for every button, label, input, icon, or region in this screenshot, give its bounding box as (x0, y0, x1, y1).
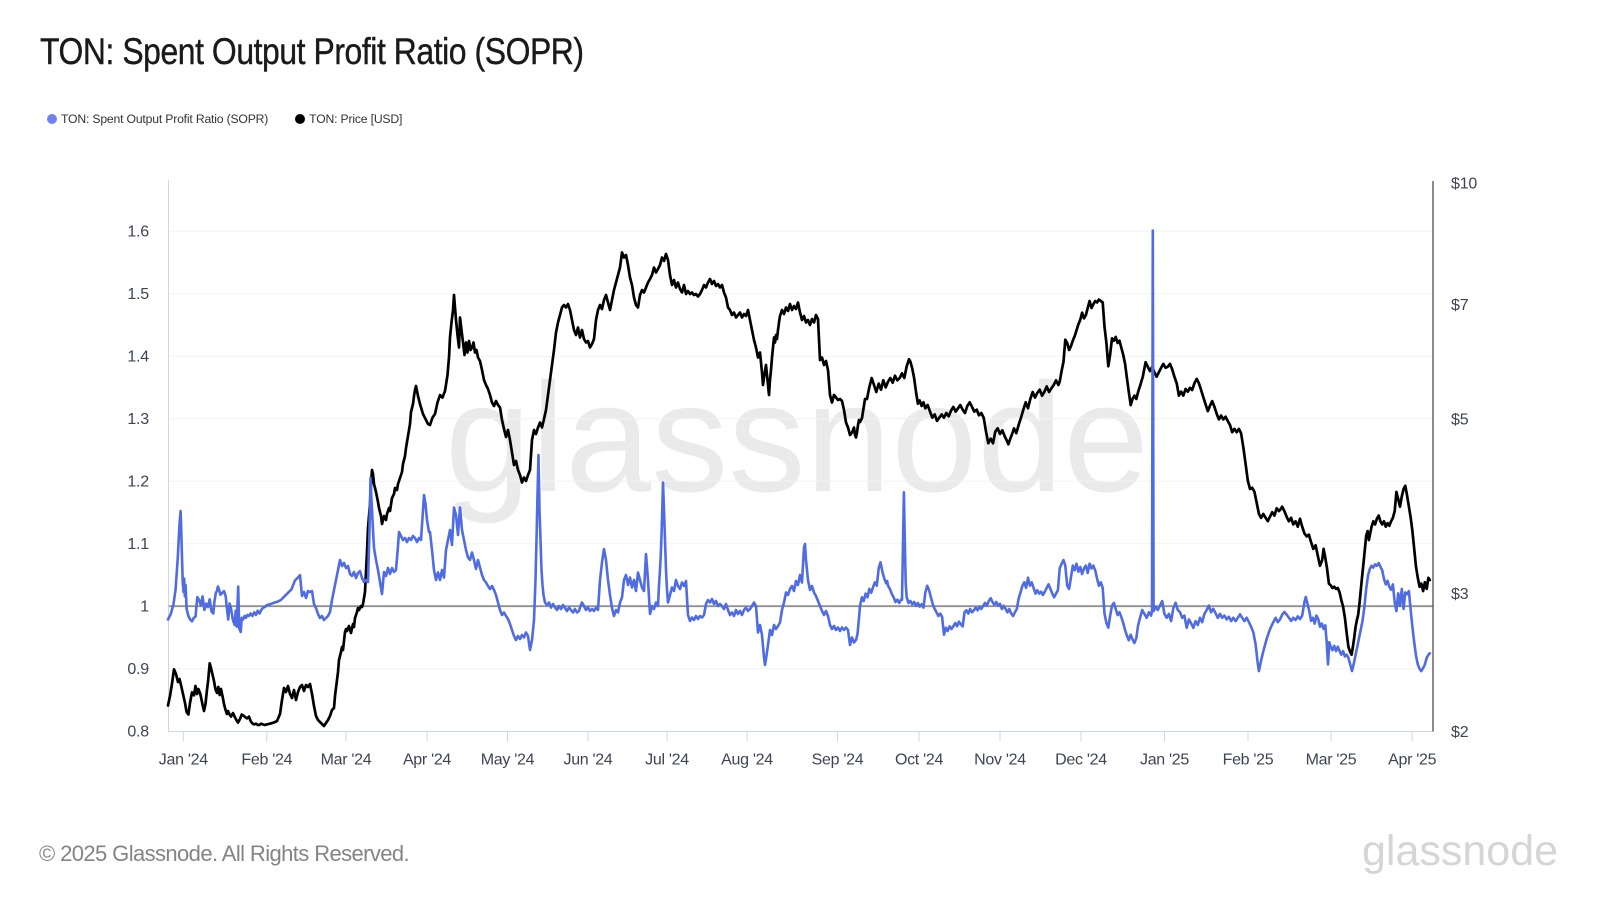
svg-text:$5: $5 (1451, 412, 1469, 429)
svg-text:Sep '24: Sep '24 (812, 752, 864, 769)
svg-text:1.5: 1.5 (127, 286, 149, 303)
svg-text:Dec '24: Dec '24 (1055, 752, 1107, 769)
svg-text:Feb '24: Feb '24 (241, 752, 292, 769)
svg-text:$10: $10 (1451, 176, 1477, 193)
svg-text:1.4: 1.4 (127, 349, 149, 366)
svg-text:1.3: 1.3 (127, 411, 149, 428)
svg-text:Jul '24: Jul '24 (645, 752, 689, 769)
svg-text:Aug '24: Aug '24 (721, 752, 773, 769)
svg-text:Apr '24: Apr '24 (403, 752, 451, 769)
svg-text:Jan '24: Jan '24 (159, 752, 208, 769)
svg-text:1.6: 1.6 (127, 224, 149, 241)
svg-text:Nov '24: Nov '24 (974, 752, 1026, 769)
svg-text:Mar '24: Mar '24 (321, 752, 372, 769)
svg-text:Feb '25: Feb '25 (1223, 752, 1274, 769)
svg-text:0.8: 0.8 (127, 724, 149, 741)
svg-text:$2: $2 (1451, 724, 1469, 741)
svg-text:Mar '25: Mar '25 (1306, 752, 1357, 769)
svg-text:$7: $7 (1451, 297, 1469, 314)
svg-text:May '24: May '24 (481, 752, 535, 769)
svg-text:1.2: 1.2 (127, 474, 149, 491)
svg-text:Jan '25: Jan '25 (1140, 752, 1189, 769)
svg-text:Apr '25: Apr '25 (1388, 752, 1436, 769)
svg-text:Jun '24: Jun '24 (564, 752, 613, 769)
svg-text:1: 1 (140, 599, 149, 616)
svg-text:Oct '24: Oct '24 (895, 752, 943, 769)
svg-text:$3: $3 (1451, 586, 1469, 603)
svg-text:0.9: 0.9 (127, 661, 149, 678)
svg-text:glassnode: glassnode (445, 351, 1149, 524)
svg-text:1.1: 1.1 (127, 536, 149, 553)
